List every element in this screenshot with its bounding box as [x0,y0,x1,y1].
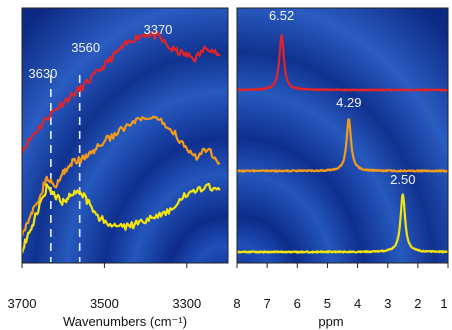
nmr-tick-label-1: 1 [440,296,447,311]
nmr-panel-background [237,8,448,263]
nmr-x-axis: 8 7 6 5 4 3 2 1 [233,263,449,311]
nmr-series-line-2 [237,118,448,173]
ir-series-line-2 [22,115,221,237]
nmr-series-line-3 [237,193,448,254]
nmr-plot-area: 6.52 4.29 2.50 [237,8,448,254]
nmr-tick-label-7: 7 [264,296,271,311]
nmr-tick-label-4: 4 [354,296,361,311]
nmr-tick-label-8: 8 [233,296,240,311]
ir-x-axis: 3700 3500 3300 [8,263,201,311]
nmr-peak-label-2.50: 2.50 [390,172,415,187]
ir-panel-background [22,8,228,263]
ir-plot-area: 3630 3560 3370 [22,22,221,262]
nmr-tick-label-3: 3 [384,296,391,311]
peak-label-3370: 3370 [143,22,172,37]
ir-tick-label-3300: 3300 [172,296,201,311]
nmr-peak-label-4.29: 4.29 [336,95,361,110]
ir-x-axis-title: Wavenumbers (cm⁻¹) [63,314,187,329]
ir-series-line-3 [22,182,221,254]
nmr-peak-label-6.52: 6.52 [269,8,294,23]
ir-panel-frame [21,7,229,264]
nmr-tick-label-6: 6 [294,296,301,311]
ir-tick-label-3500: 3500 [90,296,119,311]
nmr-tick-label-5: 5 [324,296,331,311]
nmr-series-line-1 [237,33,448,92]
nmr-tick-label-2: 2 [414,296,421,311]
nmr-panel-frame [236,7,449,264]
nmr-x-axis-title: ppm [318,314,343,329]
ir-tick-label-3700: 3700 [8,296,37,311]
reference-label-3560: 3560 [71,40,100,55]
ir-series-line-1 [22,31,221,155]
reference-label-3630: 3630 [28,66,57,81]
